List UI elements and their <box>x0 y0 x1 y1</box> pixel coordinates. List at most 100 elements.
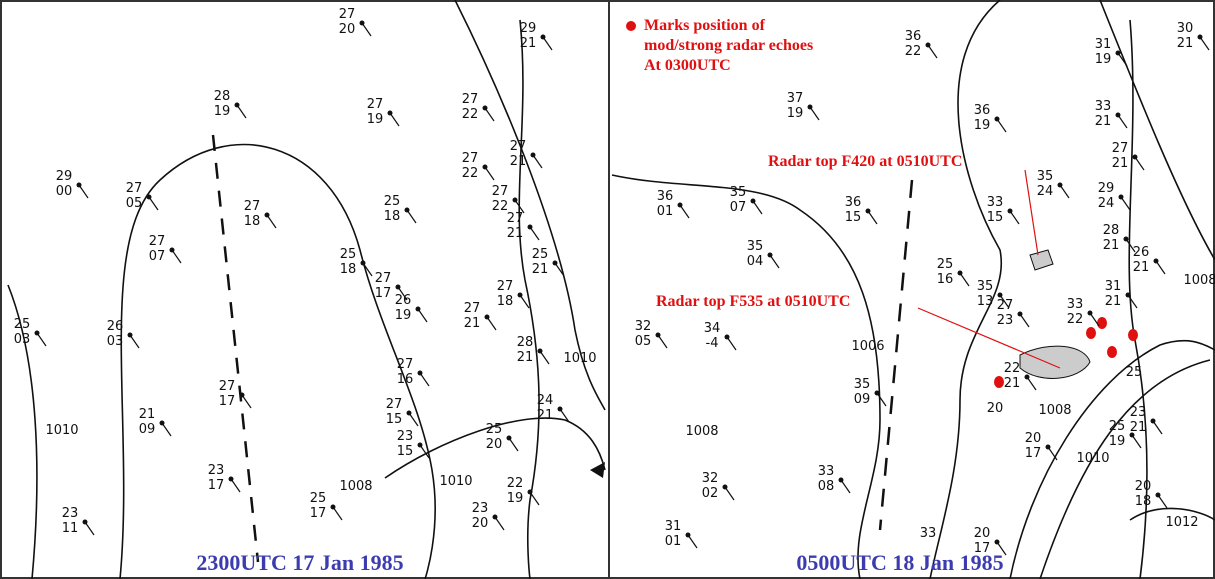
station-value: 17 <box>1025 446 1042 461</box>
station-value: 21 <box>532 262 549 277</box>
station-value: 24 <box>537 393 554 408</box>
station-value: 21 <box>507 226 524 241</box>
station-value: 20 <box>486 437 503 452</box>
station-value: -4 <box>706 336 719 351</box>
station-value: 25 <box>340 247 357 262</box>
station-value: 07 <box>149 249 166 264</box>
echo <box>994 376 1004 388</box>
station-value: 29 <box>1098 181 1115 196</box>
station-value: 13 <box>977 294 994 309</box>
isobar-label: 1008 <box>1183 273 1215 288</box>
station-value: 26 <box>1133 245 1150 260</box>
station-value: 03 <box>14 332 31 347</box>
station-value: 36 <box>905 29 922 44</box>
station-value: 24 <box>1098 196 1115 211</box>
station-value: 22 <box>462 107 479 122</box>
station-value: 33 <box>1095 99 1112 114</box>
station-value: 17 <box>375 286 392 301</box>
station-value: 34 <box>704 321 721 336</box>
station-value: 22 <box>462 166 479 181</box>
station-value: 27 <box>126 181 143 196</box>
station-value: 15 <box>386 412 403 427</box>
station-value: 33 <box>1067 297 1084 312</box>
station-value: 36 <box>657 189 674 204</box>
echo <box>1097 317 1107 329</box>
station-value: 22 <box>1004 361 1021 376</box>
station-value: 01 <box>665 534 682 549</box>
station-value: 09 <box>139 422 156 437</box>
station-value: 03 <box>107 334 124 349</box>
station-value: 27 <box>386 397 403 412</box>
station-value: 29 <box>56 169 73 184</box>
station-value: 22 <box>507 476 524 491</box>
station-value: 04 <box>747 254 764 269</box>
station-value: 32 <box>702 471 719 486</box>
station-value: 19 <box>507 491 524 506</box>
station-value: 20 <box>472 516 489 531</box>
station-value: 19 <box>1109 434 1126 449</box>
isobar-label: 1008 <box>1038 403 1071 418</box>
station-value: 22 <box>905 44 922 59</box>
station-value: 25 <box>1126 365 1143 380</box>
station-value: 19 <box>367 112 384 127</box>
station-value: 21 <box>1133 260 1150 275</box>
station-value: 27 <box>1112 141 1129 156</box>
legend-text: Marks position of <box>644 17 766 34</box>
station-value: 27 <box>219 379 236 394</box>
echo <box>1128 329 1138 341</box>
station-value: 21 <box>520 36 537 51</box>
caption: 2300UTC 17 Jan 1985 <box>196 550 403 575</box>
station-value: 33 <box>920 526 937 541</box>
station-value: 27 <box>462 151 479 166</box>
station-value: 21 <box>517 350 534 365</box>
station-value: 35 <box>730 185 747 200</box>
station-value: 23 <box>62 506 79 521</box>
station-value: 27 <box>462 92 479 107</box>
legend-dot <box>626 21 636 31</box>
station-value: 19 <box>787 106 804 121</box>
station-value: 30 <box>1177 21 1194 36</box>
station-value: 05 <box>126 196 143 211</box>
station-value: 33 <box>987 195 1004 210</box>
station-value: 20 <box>1135 479 1152 494</box>
station-value: 21 <box>139 407 156 422</box>
station-value: 00 <box>56 184 73 199</box>
station-value: 17 <box>208 478 225 493</box>
station-value: 27 <box>397 357 414 372</box>
station-value: 19 <box>974 118 991 133</box>
station-value: 31 <box>1095 37 1112 52</box>
caption: 0500UTC 18 Jan 1985 <box>796 550 1003 575</box>
station-value: 25 <box>14 317 31 332</box>
station-value: 21 <box>1112 156 1129 171</box>
station-value: 26 <box>107 319 124 334</box>
station-value: 19 <box>395 308 412 323</box>
station-value: 25 <box>937 257 954 272</box>
station-value: 36 <box>974 103 991 118</box>
legend-text: mod/strong radar echoes <box>644 37 813 54</box>
station-value: 32 <box>635 319 652 334</box>
station-value: 27 <box>339 7 356 22</box>
station-value: 17 <box>310 506 327 521</box>
station-value: 01 <box>657 204 674 219</box>
station-value: 16 <box>397 372 414 387</box>
station-value: 26 <box>395 293 412 308</box>
station-value: 25 <box>532 247 549 262</box>
station-value: 35 <box>854 377 871 392</box>
station-value: 27 <box>507 211 524 226</box>
station-value: 27 <box>375 271 392 286</box>
weather-maps: 2720292128192719272227212722290027052718… <box>0 0 1215 579</box>
station-value: 29 <box>520 21 537 36</box>
isobar-label: 1010 <box>563 351 596 366</box>
station-value: 09 <box>854 392 871 407</box>
station-value: 20 <box>339 22 356 37</box>
station-value: 19 <box>1095 52 1112 67</box>
station-value: 08 <box>818 479 835 494</box>
station-value: 17 <box>219 394 236 409</box>
station-value: 27 <box>244 199 261 214</box>
station-value: 21 <box>510 154 527 169</box>
station-value: 24 <box>1037 184 1054 199</box>
station-value: 02 <box>702 486 719 501</box>
station-value: 27 <box>997 298 1014 313</box>
station-value: 21 <box>1177 36 1194 51</box>
station-value: 20 <box>987 401 1004 416</box>
